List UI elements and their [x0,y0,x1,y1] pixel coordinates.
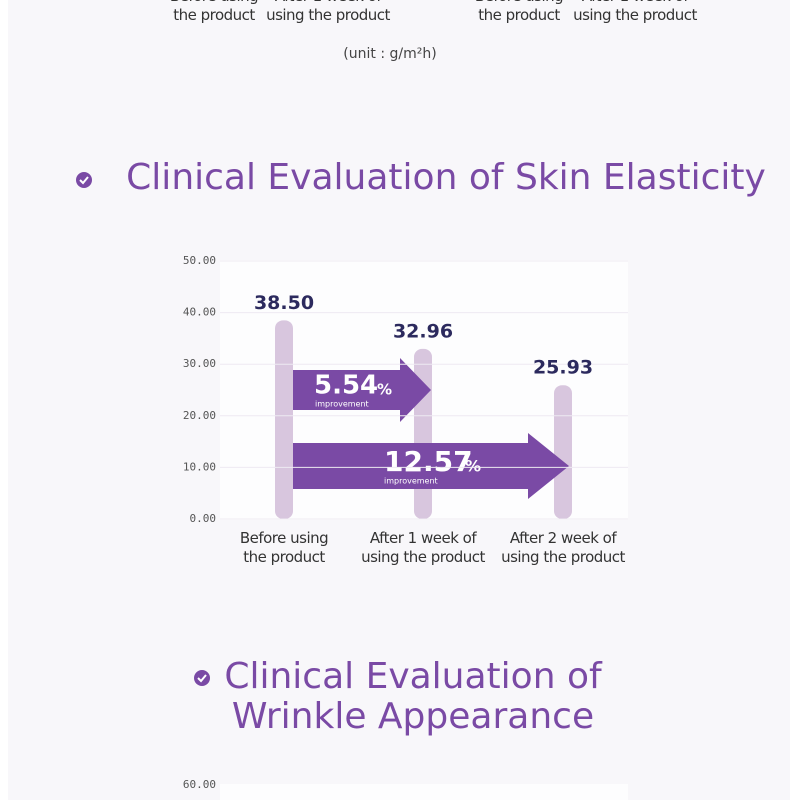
section-title: Clinical Evaluation of Wrinkle Appearanc… [224,656,602,737]
y-tick-label: 10.00 [183,460,216,473]
section-title: Clinical Evaluation of Skin Elasticity [126,157,766,198]
annotation-text: improvement [315,400,369,409]
y-tick-label: 20.00 [183,409,216,422]
x-tick-label: Before using the product [239,529,329,566]
x-tick-label: After 1 week of using the product [361,529,485,566]
annotation-label: 12.57 [384,445,473,478]
arrow [293,433,569,499]
value-label: 32.96 [393,320,453,342]
x-tick-label: After 2 week of using the product [501,529,625,566]
y-tick-label: 0.00 [190,512,217,525]
top-label: Before using the product [170,0,259,24]
top-label: After 1 week of using the product [266,0,390,24]
bar [554,385,572,519]
bar [414,348,432,519]
annotation-text: improvement [384,477,438,486]
plot-area-2 [220,784,628,800]
value-label: 25.93 [533,357,593,379]
annotation-label: 5.54 [314,371,378,401]
y-tick-label: 30.00 [183,357,216,370]
bar [275,320,293,519]
value-label: 38.50 [254,292,314,314]
annotation-unit: % [377,381,392,399]
unit: (unit : g/m²h) [343,46,436,62]
y-tick-label: 50.00 [183,254,216,267]
top-label: Before using the product [475,0,564,24]
annotation-unit: % [465,457,481,476]
y-tick-label: 40.00 [183,306,216,319]
y-tick-label: 60.00 [183,778,216,791]
check-icon [76,172,92,188]
top-label: After 1 week of using the product [573,0,697,24]
check-icon [194,670,210,686]
arrow [293,358,431,422]
